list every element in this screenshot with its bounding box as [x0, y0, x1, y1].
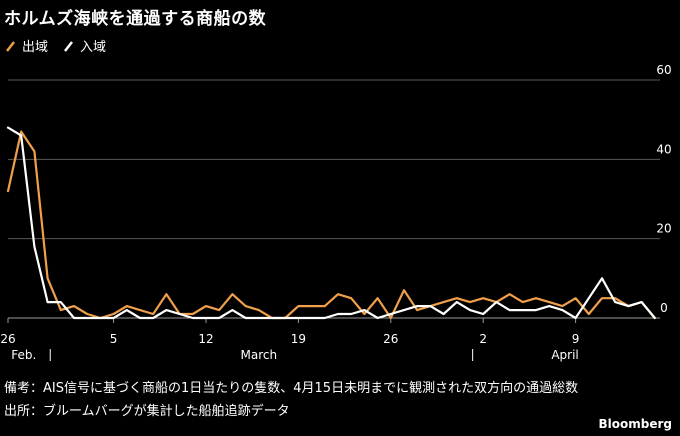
legend: 出域 入域 — [6, 36, 106, 55]
y-tick-label: 0 — [660, 301, 668, 315]
x-tick-label: 26 — [0, 332, 15, 346]
x-tick-label: 12 — [198, 332, 213, 346]
series-line-outbound — [6, 130, 656, 320]
x-tick-label: 2 — [479, 332, 487, 346]
month-label: Feb. — [11, 348, 36, 362]
chart-title: ホルムズ海峡を通過する商船の数 — [4, 9, 267, 29]
x-tick-label: 19 — [291, 332, 306, 346]
y-tick-label: 20 — [656, 222, 671, 236]
legend-label-outbound: 出域 — [22, 40, 49, 55]
legend-item-inbound: 入域 — [64, 36, 106, 55]
x-tick-label: 5 — [110, 332, 118, 346]
y-tick-label: 40 — [656, 142, 671, 156]
month-label: April — [551, 348, 578, 362]
brand-logo-text: Bloomberg — [598, 417, 673, 431]
line-chart: 60 40 20 0 26 5 12 19 26 2 9 Feb. March April — [0, 63, 671, 362]
legend-label-inbound: 入域 — [80, 40, 107, 55]
x-tick-label: 9 — [572, 332, 580, 346]
legend-swatch-inbound-icon — [64, 40, 74, 52]
y-tick-label: 60 — [656, 63, 671, 77]
x-tick-label: 26 — [383, 332, 398, 346]
legend-item-outbound: 出域 — [6, 36, 48, 55]
chart-note: 備考：AIS信号に基づく商船の1日当たりの隻数、4月15日未明までに観測された双… — [4, 381, 579, 396]
chart-source: 出所：ブルームバーグが集計した船舶追跡データ — [4, 404, 290, 419]
month-label: March — [241, 348, 278, 362]
series-line-inbound — [6, 126, 656, 320]
legend-swatch-outbound-icon — [6, 40, 15, 52]
